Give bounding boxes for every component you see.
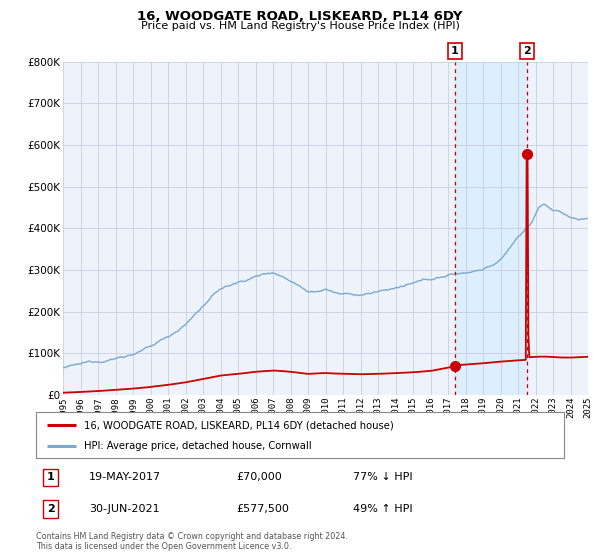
Text: HPI: Average price, detached house, Cornwall: HPI: Average price, detached house, Corn… — [83, 441, 311, 451]
Text: 1: 1 — [47, 472, 55, 482]
Text: 2: 2 — [523, 46, 530, 56]
Text: £70,000: £70,000 — [236, 472, 283, 482]
Text: 1: 1 — [451, 46, 458, 56]
Text: Price paid vs. HM Land Registry's House Price Index (HPI): Price paid vs. HM Land Registry's House … — [140, 21, 460, 31]
Text: 77% ↓ HPI: 77% ↓ HPI — [353, 472, 412, 482]
Text: 49% ↑ HPI: 49% ↑ HPI — [353, 504, 412, 514]
Text: 16, WOODGATE ROAD, LISKEARD, PL14 6DY: 16, WOODGATE ROAD, LISKEARD, PL14 6DY — [137, 10, 463, 23]
Text: 16, WOODGATE ROAD, LISKEARD, PL14 6DY (detached house): 16, WOODGATE ROAD, LISKEARD, PL14 6DY (d… — [83, 420, 393, 430]
Text: 2: 2 — [47, 504, 55, 514]
Text: 30-JUN-2021: 30-JUN-2021 — [89, 504, 160, 514]
Text: £577,500: £577,500 — [236, 504, 290, 514]
Bar — [455, 62, 527, 395]
Text: Contains HM Land Registry data © Crown copyright and database right 2024.
This d: Contains HM Land Registry data © Crown c… — [36, 532, 348, 552]
Text: 19-MAY-2017: 19-MAY-2017 — [89, 472, 161, 482]
